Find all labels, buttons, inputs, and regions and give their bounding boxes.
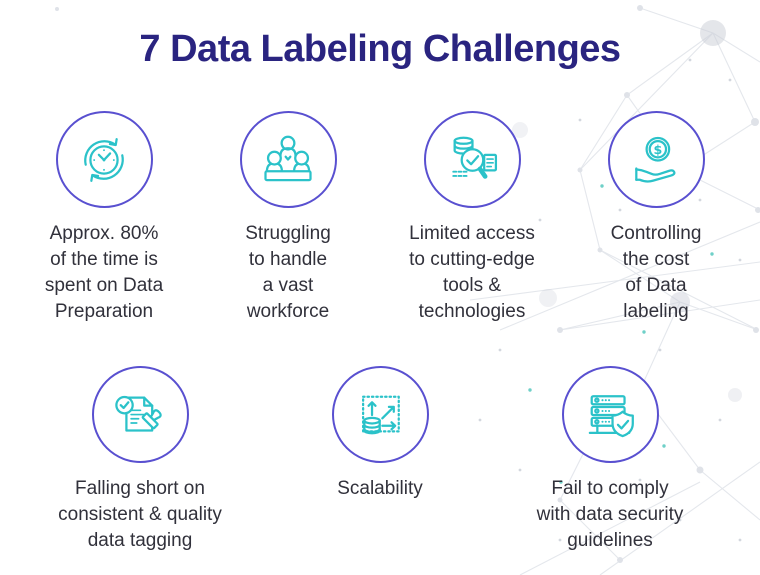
icon-circle	[331, 366, 429, 463]
challenge-item-tagging: Falling short on consistent & quality da…	[30, 366, 250, 554]
challenge-label: Falling short on consistent & quality da…	[58, 478, 222, 551]
svg-text:$: $	[653, 141, 662, 156]
challenge-item-cost: $ Controlling the cost of Data labeling	[564, 111, 748, 325]
icon-circle	[55, 111, 153, 208]
icon-circle	[423, 111, 521, 208]
server-shield-icon	[588, 394, 634, 437]
challenge-label: Struggling to handle a vast workforce	[245, 223, 331, 322]
icon-circle	[561, 366, 659, 463]
clock-refresh-icon	[84, 137, 124, 182]
challenge-item-scalability: Scalability	[270, 366, 490, 502]
page-title: 7 Data Labeling Challenges	[139, 28, 621, 70]
challenges-row-1: Approx. 80% of the time is spent on Data…	[12, 111, 748, 325]
challenge-label: Limited access to cutting-edge tools & t…	[409, 223, 535, 322]
challenge-item-workforce: Struggling to handle a vast workforce	[196, 111, 380, 325]
scalability-icon	[362, 395, 400, 434]
icon-circle	[91, 366, 189, 463]
challenge-item-tools: Limited access to cutting-edge tools & t…	[380, 111, 564, 325]
challenge-item-security: Fail to comply with data security guidel…	[500, 366, 720, 554]
icon-circle	[239, 111, 337, 208]
tools-magnifier-icon	[452, 136, 498, 179]
workforce-icon	[264, 135, 312, 181]
hand-coin-icon: $	[635, 136, 676, 183]
challenge-item-time: Approx. 80% of the time is spent on Data…	[12, 111, 196, 325]
challenge-label: Approx. 80% of the time is spent on Data…	[44, 223, 164, 322]
challenge-label: Fail to comply with data security guidel…	[536, 478, 684, 551]
document-stamp-icon	[115, 395, 162, 432]
icon-circle: $	[607, 111, 705, 208]
challenge-label: Controlling the cost of Data labeling	[610, 223, 702, 322]
challenge-label: Scalability	[337, 478, 423, 499]
